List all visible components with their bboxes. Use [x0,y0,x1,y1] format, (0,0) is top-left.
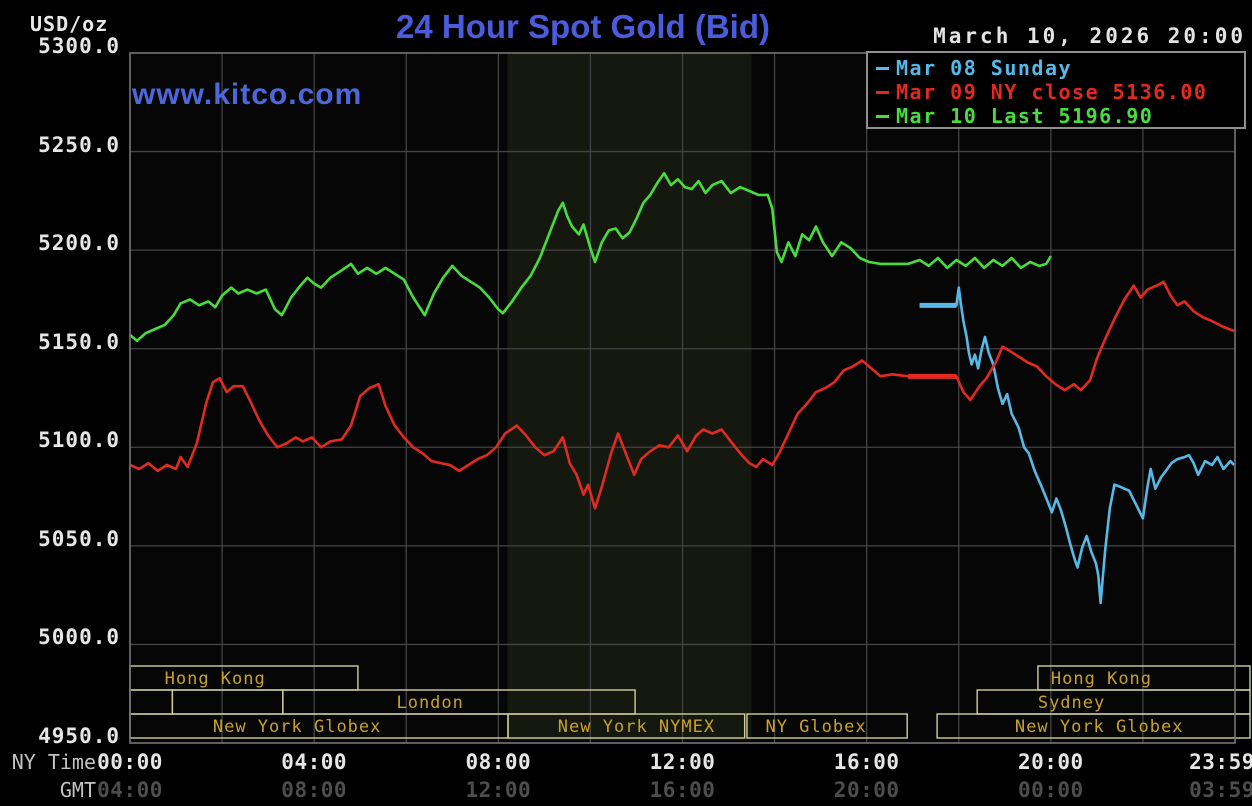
session-label: Sydney [1038,693,1105,713]
x-axis-tick: 16:00 [649,778,716,802]
x-axis-tick: 00:00 [1017,778,1084,802]
x-axis-tick: 12:00 [649,750,716,774]
chart-title: 24 Hour Spot Gold (Bid) [396,8,770,45]
chart-datetime: March 10, 2026 20:00 [933,24,1246,48]
session-box [936,713,1251,739]
x-axis-tick: 16:00 [833,750,900,774]
series-line [129,280,1235,510]
nymex-session-band [507,53,752,740]
x-axis-tick: 08:00 [465,750,532,774]
y-axis-tick: 5050.0 [38,526,120,551]
legend-color-dash [876,90,889,94]
legend-item: Mar 09 NY close 5136.00 [868,80,1244,104]
x-axis-tick: 20:00 [1017,750,1084,774]
y-axis-tick: 5100.0 [38,428,120,453]
session-label: Hong Kong [165,669,266,689]
x-axis-tick: 20:00 [833,778,900,802]
x-axis-tick: 12:00 [465,778,532,802]
y-axis-tick: 5200.0 [38,231,120,256]
kitco-watermark: www.kitco.com [132,78,363,111]
x-axis-tick: 04:00 [97,778,163,802]
x-axis-tick: 04:00 [281,750,348,774]
legend-label: Mar 09 NY close 5136.00 [896,80,1208,104]
y-axis-tick: 5300.0 [38,34,120,58]
series-line [129,172,1052,343]
x-axis-row-label: NY Time [11,750,96,774]
session-box [507,713,746,739]
session-label: Hong Kong [1051,669,1152,689]
session-label: New York Globex [213,717,382,737]
x-axis-row-label: GMT [59,778,96,802]
session-box [746,713,908,739]
legend-label: Mar 10 Last 5196.90 [896,104,1154,128]
x-axis-tick: 08:00 [281,778,348,802]
legend-item: Mar 10 Last 5196.90 [868,104,1244,128]
legend-item: Mar 08 Sunday [868,56,1244,80]
legend-color-dash [876,66,889,70]
x-axis-tick: 03:59 [1189,778,1252,802]
session-label: New York NYMEX [558,717,715,737]
plot-border [129,52,1236,744]
y-axis-tick: 5000.0 [38,625,120,650]
legend-label: Mar 08 Sunday [896,56,1073,80]
session-label: New York Globex [1015,717,1184,737]
x-axis-tick: 00:00 [97,750,163,774]
x-axis-tick: 23:59 [1189,750,1252,774]
y-axis-tick: 4950.0 [38,724,120,748]
y-axis-tick: 5150.0 [38,329,120,354]
session-label: London [396,693,463,713]
series-line [919,286,1236,605]
y-axis-units-label: USD/oz [30,12,109,36]
legend-box: Mar 08 Sunday Mar 09 NY close 5136.00 Mar … [866,51,1246,129]
y-axis-tick: 5250.0 [38,132,120,157]
legend-color-dash [876,114,889,118]
session-label: NY Globex [765,717,866,737]
